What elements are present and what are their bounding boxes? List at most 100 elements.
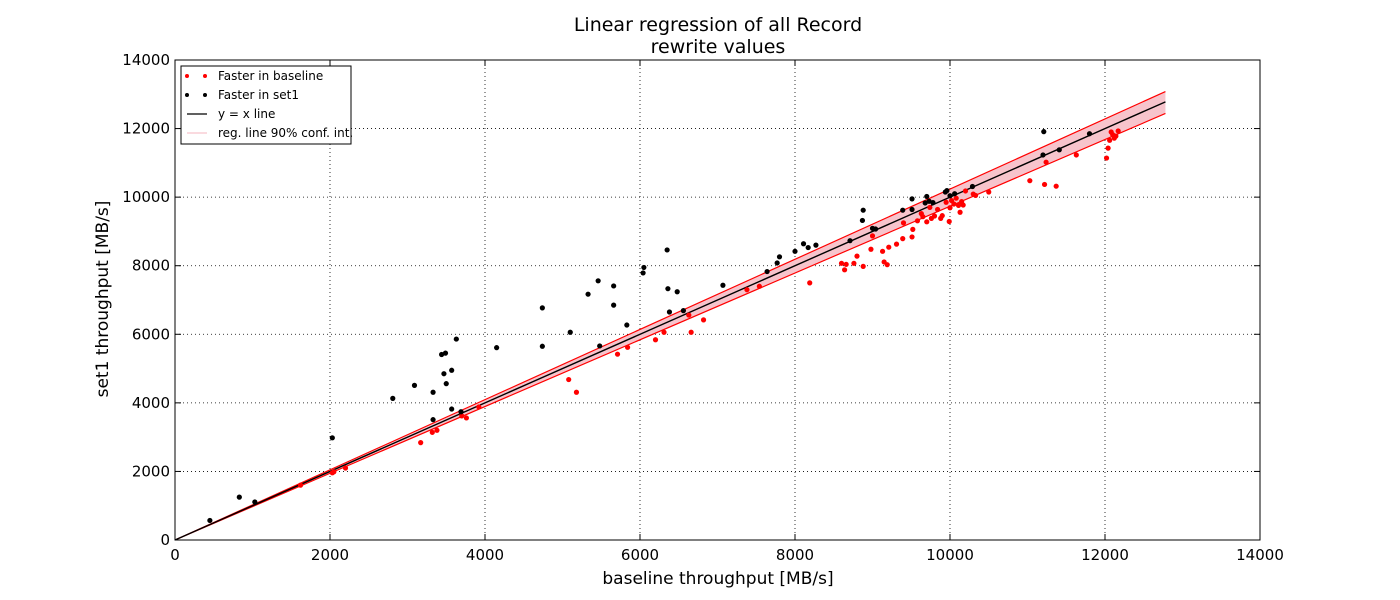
set1-point	[444, 381, 449, 386]
baseline-point	[870, 233, 875, 238]
baseline-point	[851, 261, 856, 266]
baseline-point	[625, 345, 630, 350]
set1-point	[330, 435, 335, 440]
baseline-point	[900, 236, 905, 241]
set1-point	[792, 249, 797, 254]
y-tick-label: 12000	[122, 120, 170, 138]
baseline-point	[744, 287, 749, 292]
legend-label-baseline: Faster in baseline	[218, 69, 323, 83]
set1-point	[675, 289, 680, 294]
confidence-band-layer	[175, 92, 1165, 540]
set1-point	[720, 283, 725, 288]
baseline-point	[910, 227, 915, 232]
set1-point	[412, 383, 417, 388]
x-tick-label: 2000	[311, 546, 349, 564]
set1-point	[568, 330, 573, 335]
baseline-point	[880, 249, 885, 254]
baseline-point	[1116, 128, 1121, 133]
baseline-point	[1104, 155, 1109, 160]
set1-point	[909, 207, 914, 212]
baseline-point	[653, 337, 658, 342]
y-tick-label: 4000	[132, 394, 170, 412]
baseline-point	[689, 330, 694, 335]
set1-point	[1041, 129, 1046, 134]
baseline-point	[894, 242, 899, 247]
baseline-point	[920, 214, 925, 219]
x-tick-label: 4000	[466, 546, 504, 564]
baseline-point	[901, 220, 906, 225]
set1-point	[641, 270, 646, 275]
baseline-point	[1027, 178, 1032, 183]
confidence-band-lower-line	[175, 113, 1165, 540]
set1-point	[924, 194, 929, 199]
reference-line-layer	[175, 102, 1165, 540]
baseline-point	[868, 247, 873, 252]
set1-point	[494, 345, 499, 350]
baseline-point	[807, 280, 812, 285]
baseline-point	[661, 330, 666, 335]
legend-label-xy: y = x line	[218, 107, 275, 121]
baseline-point	[615, 352, 620, 357]
baseline-point	[430, 430, 435, 435]
baseline-point	[298, 483, 303, 488]
set1-point	[777, 254, 782, 259]
set1-point	[806, 245, 811, 250]
baseline-point	[927, 205, 932, 210]
baseline-point	[476, 404, 481, 409]
baseline-point	[1042, 182, 1047, 187]
legend-marker-baseline	[185, 74, 189, 78]
baseline-point	[854, 254, 859, 259]
baseline-point	[574, 390, 579, 395]
set1-point	[681, 308, 686, 313]
baseline-point	[973, 193, 978, 198]
set1-point	[861, 208, 866, 213]
set1-point	[970, 184, 975, 189]
baseline-point	[951, 201, 956, 206]
set1-point	[585, 292, 590, 297]
set1-point	[813, 243, 818, 248]
set1-point	[390, 396, 395, 401]
set1-point	[624, 322, 629, 327]
baseline-point	[1113, 134, 1118, 139]
baseline-point	[940, 213, 945, 218]
legend: Faster in baseline Faster in set1 y = x …	[181, 66, 353, 144]
set1-point	[952, 191, 957, 196]
x-tick-label: 6000	[621, 546, 659, 564]
set1-point	[441, 371, 446, 376]
baseline-point	[935, 207, 940, 212]
baseline-point	[566, 377, 571, 382]
set1-point	[860, 218, 865, 223]
set1-point	[909, 196, 914, 201]
baseline-point	[947, 205, 952, 210]
baseline-point	[1074, 152, 1079, 157]
set1-point	[611, 283, 616, 288]
y-axis-label: set1 throughput [MB/s]	[93, 201, 113, 398]
set1-point	[454, 336, 459, 341]
set1-point	[665, 247, 670, 252]
set1-point	[775, 260, 780, 265]
y-tick-label: 10000	[122, 188, 170, 206]
set1-point	[847, 238, 852, 243]
set1-point	[944, 188, 949, 193]
set1-point	[1040, 152, 1045, 157]
baseline-point	[885, 262, 890, 267]
baseline-point	[842, 267, 847, 272]
baseline-point	[1044, 160, 1049, 165]
baseline-point	[331, 469, 336, 474]
set1-point	[430, 417, 435, 422]
set1-point	[930, 200, 935, 205]
baseline-point	[418, 440, 423, 445]
baseline-point	[944, 200, 949, 205]
baseline-point	[861, 264, 866, 269]
set1-point	[449, 406, 454, 411]
set1-point	[207, 518, 212, 523]
y-tick-label: 0	[160, 531, 170, 549]
legend-label-conf: reg. line 90% conf. int.	[218, 126, 353, 140]
set1-point	[458, 409, 463, 414]
x-tick-label: 10000	[926, 546, 974, 564]
baseline-point	[757, 284, 762, 289]
confidence-band-upper-line	[175, 92, 1165, 540]
legend-marker-baseline	[203, 74, 207, 78]
x-axis-label: baseline throughput [MB/s]	[602, 569, 833, 589]
